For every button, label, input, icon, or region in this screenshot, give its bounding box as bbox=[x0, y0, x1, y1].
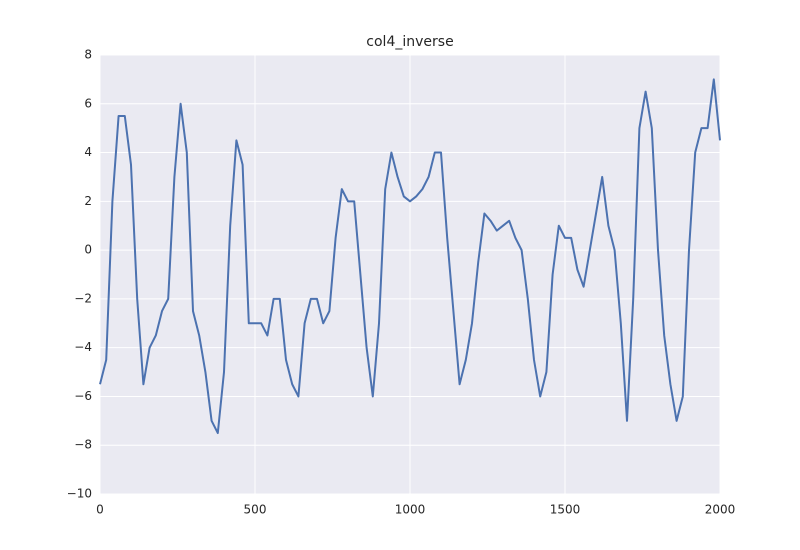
y-tick-label: −6 bbox=[74, 389, 92, 403]
y-tick-label: 0 bbox=[84, 243, 92, 257]
y-tick-label: 2 bbox=[84, 194, 92, 208]
x-tick-label: 2000 bbox=[705, 503, 736, 517]
chart-title: col4_inverse bbox=[366, 34, 453, 50]
x-tick-label: 0 bbox=[96, 503, 104, 517]
y-tick-label: 6 bbox=[84, 96, 92, 110]
x-tick-label: 1500 bbox=[550, 503, 581, 517]
data-line bbox=[99, 78, 721, 435]
x-tick-label: 500 bbox=[244, 503, 267, 517]
y-tick-label: −4 bbox=[74, 340, 92, 354]
y-tick-label: −10 bbox=[67, 487, 92, 501]
y-tick-label: −2 bbox=[74, 291, 92, 305]
x-tick-label: 1000 bbox=[395, 503, 426, 517]
y-tick-label: 4 bbox=[84, 145, 92, 159]
y-tick-label: 8 bbox=[84, 48, 92, 62]
y-tick-label: −8 bbox=[74, 438, 92, 452]
